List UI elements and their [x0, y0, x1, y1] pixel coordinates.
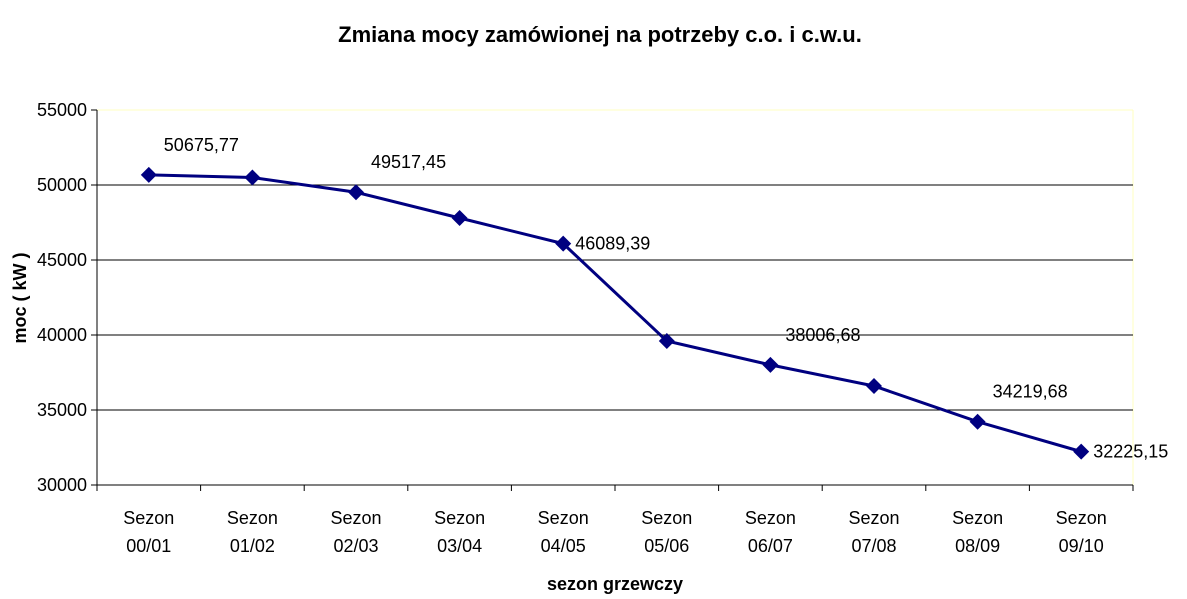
data-label: 50675,77 [164, 135, 239, 155]
marker [244, 169, 261, 186]
line [148, 173, 1082, 454]
marker [658, 333, 675, 349]
marker [969, 413, 986, 430]
marker [866, 378, 882, 394]
y-tick-label: 55000 [37, 100, 87, 120]
data-label: 32225,15 [1093, 442, 1168, 462]
x-tick-label: Sezon 03/04 [434, 508, 485, 556]
data-label: 49517,45 [371, 152, 446, 172]
marker [348, 184, 364, 201]
marker [451, 210, 468, 226]
marker [555, 235, 572, 252]
data-label: 34219,68 [993, 382, 1068, 402]
marker [762, 356, 779, 373]
x-tick-label: Sezon 07/08 [848, 508, 899, 556]
x-tick-label: Sezon 02/03 [330, 508, 381, 556]
marker [1073, 443, 1090, 460]
y-tick-label: 50000 [37, 175, 87, 195]
y-tick-label: 40000 [37, 325, 87, 345]
x-tick-label: Sezon 08/09 [952, 508, 1003, 556]
y-axis-label: moc ( kW ) [10, 252, 30, 343]
x-tick-label: Sezon 06/07 [745, 508, 796, 556]
marker [140, 166, 157, 183]
y-tick-label: 30000 [37, 475, 87, 495]
x-axis-label: sezon grzewczy [547, 574, 683, 594]
x-tick-label: Sezon 01/02 [227, 508, 278, 556]
data-label: 46089,39 [575, 234, 650, 254]
x-tick-label: Sezon 00/01 [123, 508, 174, 556]
y-tick-label: 35000 [37, 400, 87, 420]
y-tick-label: 45000 [37, 250, 87, 270]
data-label: 38006,68 [785, 325, 860, 345]
chart-title: Zmiana mocy zamówionej na potrzeby c.o. … [338, 22, 862, 47]
x-tick-label: Sezon 04/05 [538, 508, 589, 556]
x-tick-label: Sezon 09/10 [1056, 508, 1107, 556]
x-tick-label: Sezon 05/06 [641, 508, 692, 556]
